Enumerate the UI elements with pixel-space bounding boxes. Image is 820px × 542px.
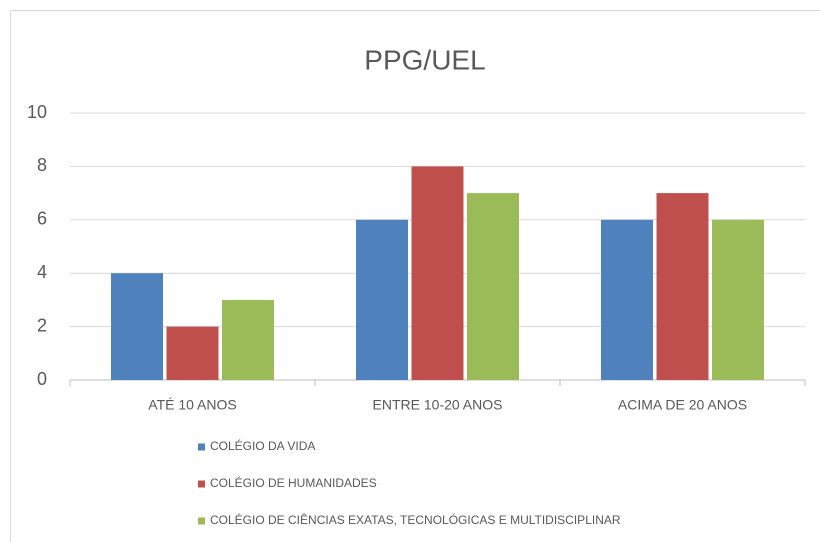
legend-swatch (198, 480, 205, 488)
bar (111, 273, 163, 380)
y-tick-label: 4 (37, 262, 47, 282)
chart-title: PPG/UEL (364, 44, 485, 75)
x-tick-label: ATÉ 10 ANOS (148, 397, 236, 413)
y-tick-label: 8 (37, 155, 47, 175)
bar (656, 193, 709, 380)
y-tick-label: 10 (27, 102, 47, 122)
bar (601, 219, 653, 380)
x-tick-label: ACIMA DE 20 ANOS (618, 397, 747, 413)
bar (356, 219, 408, 380)
x-tick-label: ENTRE 10-20 ANOS (373, 397, 503, 413)
bar (467, 193, 519, 380)
y-tick-label: 2 (37, 315, 47, 335)
legend-label: COLÉGIO DE CIÊNCIAS EXATAS, TECNOLÓGICAS… (210, 512, 621, 527)
legend-label: COLÉGIO DA VIDA (210, 438, 315, 453)
legend-swatch (198, 517, 205, 525)
legend-label: COLÉGIO DE HUMANIDADES (210, 475, 377, 490)
y-tick-label: 0 (37, 369, 47, 389)
y-tick-label: 6 (37, 209, 47, 229)
bar (166, 326, 219, 380)
legend-swatch (198, 443, 205, 451)
bar (411, 166, 464, 380)
bar (222, 299, 274, 380)
bar (712, 219, 764, 380)
